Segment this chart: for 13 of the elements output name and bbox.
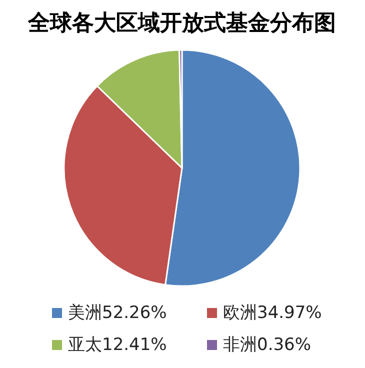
data-label: 34.97% xyxy=(257,303,322,323)
legend-label: 欧洲 xyxy=(223,303,257,323)
pie-slice xyxy=(164,49,301,287)
pie-slice xyxy=(96,49,183,169)
chart-title: 全球各大区域开放式基金分布图 xyxy=(27,10,336,36)
pie-slice xyxy=(178,49,183,169)
data-label: 52.26% xyxy=(102,303,167,323)
pie-slice xyxy=(63,85,183,286)
legend-label: 亚太 xyxy=(68,335,102,355)
data-label: 0.36% xyxy=(257,335,312,355)
data-label: 12.41% xyxy=(102,335,167,355)
legend-label: 美洲 xyxy=(68,303,102,323)
legend-label: 非洲 xyxy=(223,335,257,355)
